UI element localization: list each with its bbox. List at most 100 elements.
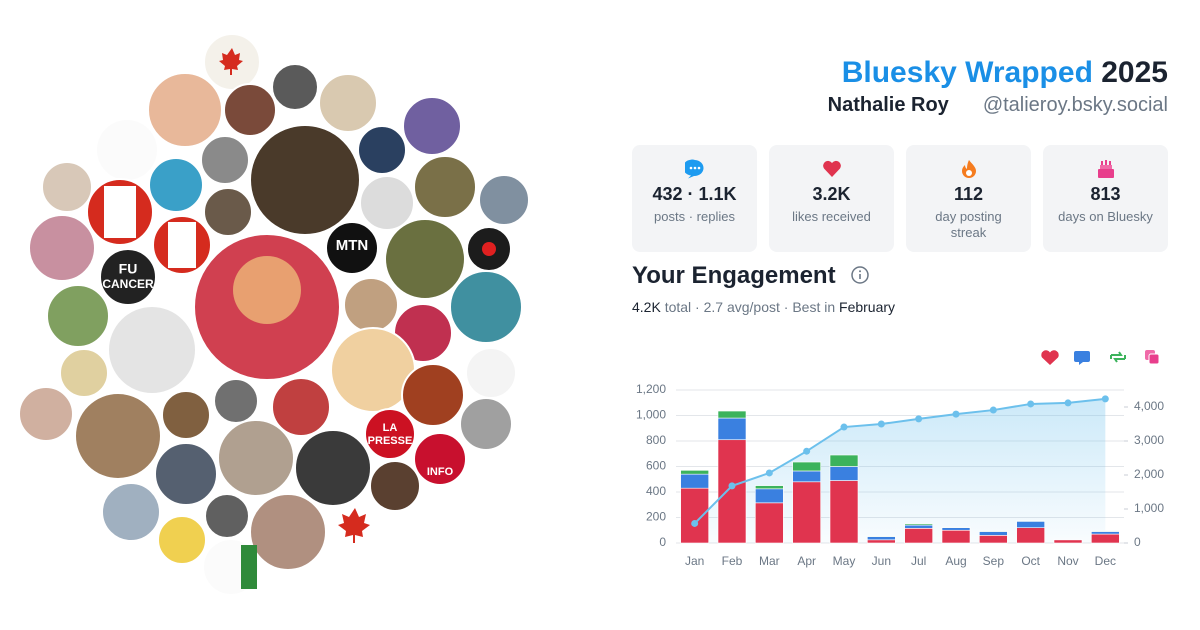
bar-segment <box>904 528 933 544</box>
bar-segment <box>829 480 859 544</box>
line-point <box>952 410 960 418</box>
stat-label: day posting streak <box>935 209 1002 240</box>
avatar[interactable] <box>271 63 319 111</box>
stat-value: 432 · 1.1K <box>652 184 737 204</box>
bar-segment <box>1091 531 1120 535</box>
y-tick-label: 400 <box>646 484 666 498</box>
avatar-label: MTN <box>336 237 369 254</box>
avatar-label: CANCER <box>102 277 154 291</box>
avatar[interactable] <box>161 390 211 440</box>
avatar[interactable] <box>107 305 197 395</box>
stat-label: posts · replies <box>654 209 735 224</box>
avatar[interactable] <box>148 157 204 213</box>
icon-heart <box>822 160 841 177</box>
avatar[interactable] <box>364 408 416 460</box>
avatar[interactable] <box>147 72 223 148</box>
section-title-text: Your Engagement <box>632 262 836 289</box>
bar-segment <box>1053 538 1083 541</box>
engagement-chart: 0 200 400 600 800 1,000 1,200 0 1,000 2,000 3,000 4… <box>636 350 1164 568</box>
avatar-label: PRESSE <box>368 435 413 447</box>
line-point <box>1027 400 1035 408</box>
line-point <box>1101 395 1109 403</box>
bar-segment <box>1016 520 1045 522</box>
avatar[interactable] <box>318 73 378 133</box>
avatar[interactable] <box>204 493 250 539</box>
avatar[interactable] <box>213 378 259 424</box>
avatar[interactable] <box>157 515 207 565</box>
avatar[interactable] <box>249 493 327 571</box>
avatar-cloud: MTN FU CANCER LA PRESSE INFO <box>18 34 530 589</box>
avatar-labels: MTN FU CANCER LA PRESSE INFO <box>99 221 467 486</box>
legend-icon[interactable] <box>1041 350 1059 365</box>
y-tick-label: 600 <box>646 459 666 473</box>
legend-icon[interactable] <box>1074 351 1090 365</box>
y-tick-label: 0 <box>659 535 666 549</box>
avatar[interactable] <box>271 377 331 437</box>
x-tick-label: Mar <box>759 554 780 568</box>
avatar[interactable] <box>217 419 295 497</box>
avatar[interactable] <box>294 429 372 507</box>
bar-segment <box>755 502 784 544</box>
avatar[interactable] <box>74 392 162 480</box>
avatar[interactable] <box>59 348 109 398</box>
bar-segment <box>867 536 896 541</box>
stat-value: 813 <box>1090 184 1121 204</box>
avatar[interactable] <box>449 270 523 344</box>
line-point <box>803 447 811 455</box>
avatar[interactable] <box>401 363 465 427</box>
bar-segment <box>904 523 933 526</box>
avatar-label: FU <box>119 261 138 277</box>
line-point <box>1064 399 1072 407</box>
bar-segment <box>1016 527 1045 544</box>
avatar[interactable] <box>369 460 421 512</box>
avatar[interactable] <box>223 83 277 137</box>
bar-segment <box>717 439 747 544</box>
avatar[interactable] <box>343 277 399 333</box>
avatar[interactable] <box>200 135 250 185</box>
avatar[interactable] <box>384 218 466 300</box>
bar-segment <box>941 526 971 528</box>
avatar[interactable] <box>154 442 218 506</box>
legend-icon[interactable] <box>1148 353 1160 365</box>
y2-tick-label: 1,000 <box>1134 501 1164 515</box>
flag-band <box>168 222 196 268</box>
x-tick-label: Nov <box>1057 554 1078 568</box>
avatar[interactable] <box>465 347 517 399</box>
avatar[interactable] <box>95 118 159 182</box>
avatar[interactable] <box>357 125 407 175</box>
avatar[interactable] <box>101 482 161 542</box>
avatar[interactable] <box>203 187 253 237</box>
flag-band <box>104 186 136 238</box>
flag-band <box>241 545 257 589</box>
x-tick-label: Sep <box>983 554 1005 568</box>
summary-text: total · 2.7 avg/post · Best in <box>664 299 836 315</box>
avatar[interactable] <box>402 96 462 156</box>
avatar-face <box>233 256 301 324</box>
avatar[interactable] <box>413 432 467 486</box>
avatar[interactable] <box>18 386 74 442</box>
legend-icon[interactable] <box>1110 351 1126 363</box>
avatar[interactable] <box>46 284 110 348</box>
stat-label: days on Bluesky <box>1058 209 1153 224</box>
user-handle[interactable]: @talieroy.bsky.social <box>982 94 1168 116</box>
avatar[interactable] <box>359 175 415 231</box>
avatar[interactable] <box>413 155 477 219</box>
summary-best: February <box>839 299 896 315</box>
avatar[interactable] <box>459 397 513 451</box>
x-tick-label: Apr <box>797 554 816 568</box>
avatar[interactable] <box>325 221 379 275</box>
avatar[interactable] <box>249 124 361 236</box>
info-icon[interactable] <box>850 265 870 285</box>
bar-segment <box>755 488 784 504</box>
bar-segment <box>1091 530 1120 532</box>
avatar-dot <box>482 242 496 256</box>
line-point <box>989 406 997 414</box>
avatar[interactable] <box>28 214 96 282</box>
avatar[interactable] <box>41 161 93 213</box>
avatar[interactable] <box>99 248 157 306</box>
icon-cake <box>1097 160 1114 178</box>
avatar[interactable] <box>478 174 530 226</box>
stat-card: 813 days on Bluesky <box>1043 145 1168 252</box>
line-point <box>915 415 923 423</box>
